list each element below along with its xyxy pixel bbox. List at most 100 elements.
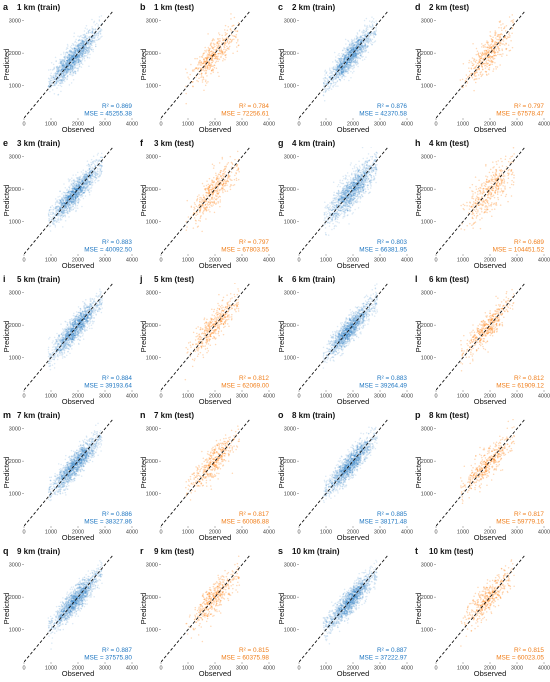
data-point xyxy=(347,56,349,59)
data-point xyxy=(473,73,476,76)
data-point xyxy=(75,56,78,58)
data-point xyxy=(90,44,93,46)
data-point xyxy=(90,31,92,33)
data-point xyxy=(374,32,377,34)
data-point xyxy=(91,39,94,41)
data-point xyxy=(70,56,72,58)
data-point xyxy=(66,61,69,64)
data-point xyxy=(53,84,55,87)
data-point xyxy=(228,47,230,49)
data-point xyxy=(90,41,92,43)
data-point xyxy=(84,34,86,36)
data-point xyxy=(72,205,74,208)
data-point xyxy=(61,63,64,65)
data-point xyxy=(355,47,357,49)
data-point xyxy=(49,79,51,81)
data-point xyxy=(68,202,71,204)
data-point xyxy=(66,67,68,70)
data-point xyxy=(215,56,217,59)
data-point xyxy=(74,50,77,53)
data-point xyxy=(362,37,364,40)
data-point xyxy=(339,59,341,62)
data-point xyxy=(341,63,344,65)
data-point xyxy=(76,183,78,186)
data-point xyxy=(461,78,464,81)
data-point xyxy=(342,55,344,57)
data-point xyxy=(60,71,63,73)
data-point xyxy=(72,203,75,205)
data-point xyxy=(74,48,76,50)
data-point xyxy=(74,52,77,54)
data-point xyxy=(223,43,226,46)
data-point xyxy=(71,55,74,57)
data-point xyxy=(88,36,90,38)
data-point xyxy=(354,52,356,55)
data-point xyxy=(471,76,474,79)
data-point xyxy=(491,61,494,63)
data-point xyxy=(332,76,335,79)
data-point xyxy=(347,63,349,66)
data-point xyxy=(359,48,362,51)
data-point xyxy=(227,37,230,40)
data-point xyxy=(82,177,84,179)
data-point xyxy=(355,54,358,57)
data-point xyxy=(68,57,71,60)
data-point xyxy=(197,64,199,66)
data-point xyxy=(74,64,76,67)
data-point xyxy=(355,56,357,58)
data-point xyxy=(69,64,71,66)
data-point xyxy=(83,55,86,57)
data-point xyxy=(192,85,194,87)
data-point xyxy=(97,35,99,37)
data-point xyxy=(336,80,338,83)
data-point xyxy=(493,52,496,54)
data-point xyxy=(357,41,360,43)
data-point xyxy=(203,59,205,62)
data-point xyxy=(77,46,80,48)
data-point xyxy=(357,39,359,42)
data-point xyxy=(237,22,240,24)
data-point xyxy=(78,54,81,57)
data-point xyxy=(57,70,60,73)
data-point xyxy=(71,198,74,201)
data-point xyxy=(374,34,377,36)
data-point xyxy=(209,44,212,46)
data-point xyxy=(54,56,57,59)
data-point xyxy=(48,81,50,83)
data-point xyxy=(491,41,494,43)
data-point xyxy=(335,69,337,72)
data-point xyxy=(367,37,370,39)
data-point xyxy=(352,43,354,45)
data-point xyxy=(73,47,76,49)
data-point xyxy=(324,69,327,72)
data-point xyxy=(57,69,60,72)
data-point xyxy=(341,71,344,74)
data-point xyxy=(345,75,347,78)
data-point xyxy=(185,85,187,88)
data-point xyxy=(345,69,347,71)
scatter-panel-d: 0 1000 2000 3000 4000 1000 2000 3000 Observed Pre… xyxy=(412,0,550,136)
data-point xyxy=(204,84,207,87)
data-point xyxy=(74,53,77,55)
data-point xyxy=(343,74,345,77)
data-point xyxy=(80,62,83,64)
data-point xyxy=(82,51,85,53)
data-point xyxy=(494,52,496,54)
data-point xyxy=(59,62,62,65)
data-point xyxy=(73,64,75,66)
data-point xyxy=(63,206,66,209)
data-point xyxy=(76,52,79,55)
data-point xyxy=(66,199,69,202)
data-point xyxy=(61,81,63,83)
data-point xyxy=(338,67,340,69)
data-point xyxy=(224,49,227,51)
data-point xyxy=(64,207,67,209)
data-point xyxy=(76,201,79,204)
data-point xyxy=(354,57,356,60)
data-point xyxy=(94,45,97,48)
data-point xyxy=(55,72,57,75)
data-point xyxy=(74,60,77,63)
data-point xyxy=(478,60,480,62)
data-point xyxy=(233,29,236,31)
data-point xyxy=(68,53,70,56)
